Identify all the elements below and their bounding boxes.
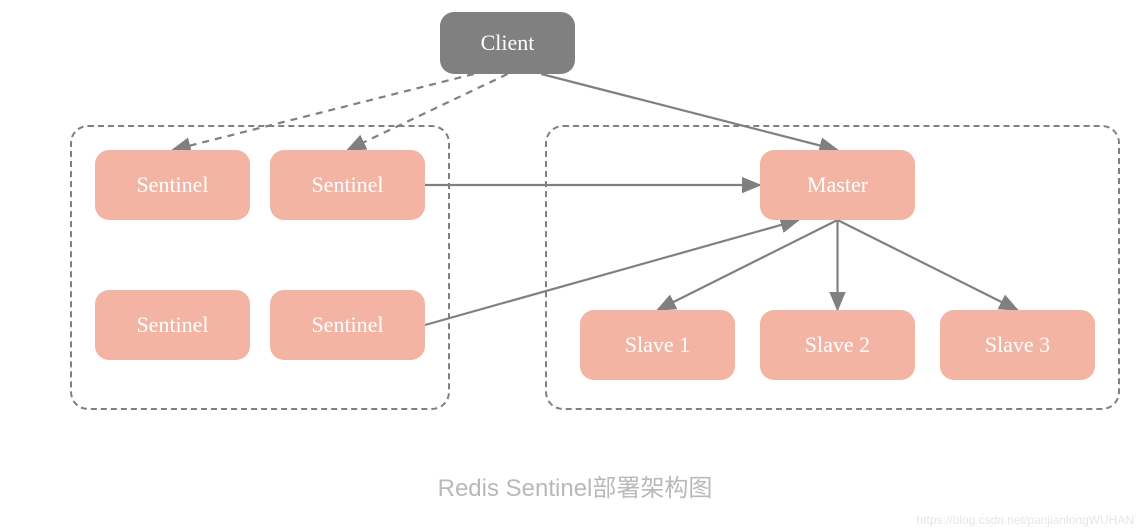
- client-label: Client: [481, 30, 535, 56]
- sentinel-label: Sentinel: [136, 312, 208, 338]
- slave-label: Slave 3: [985, 332, 1050, 358]
- slave-label: Slave 2: [805, 332, 870, 358]
- sentinel-node-3: Sentinel: [95, 290, 250, 360]
- sentinel-node-4: Sentinel: [270, 290, 425, 360]
- sentinel-label: Sentinel: [136, 172, 208, 198]
- diagram-caption: Redis Sentinel部署架构图: [335, 468, 815, 503]
- sentinel-label: Sentinel: [311, 312, 383, 338]
- slave-label: Slave 1: [625, 332, 690, 358]
- slave-node-2: Slave 2: [760, 310, 915, 380]
- slave-node-1: Slave 1: [580, 310, 735, 380]
- sentinel-node-2: Sentinel: [270, 150, 425, 220]
- client-node: Client: [440, 12, 575, 74]
- sentinel-label: Sentinel: [311, 172, 383, 198]
- slave-node-3: Slave 3: [940, 310, 1095, 380]
- master-node: Master: [760, 150, 915, 220]
- watermark-text: https://blog.csdn.net/panjianlongWUHAN: [917, 513, 1134, 527]
- sentinel-node-1: Sentinel: [95, 150, 250, 220]
- master-label: Master: [807, 172, 868, 198]
